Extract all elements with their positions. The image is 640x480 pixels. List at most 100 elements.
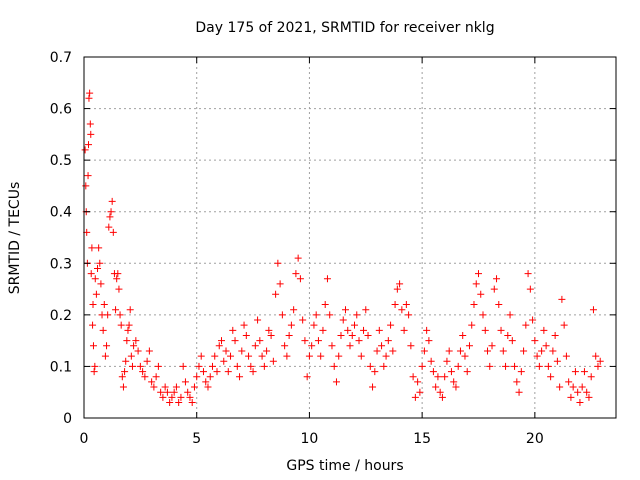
y-axis-label: SRMTID / TECUs xyxy=(7,182,23,295)
data-point xyxy=(193,373,201,381)
data-point xyxy=(366,362,374,370)
data-point xyxy=(312,311,320,319)
data-point xyxy=(522,321,530,329)
data-point xyxy=(384,337,392,345)
data-point xyxy=(184,388,192,396)
data-point xyxy=(91,275,99,283)
data-point xyxy=(556,383,564,391)
data-point xyxy=(190,383,198,391)
data-point xyxy=(84,172,92,180)
data-point xyxy=(208,362,216,370)
data-point xyxy=(222,347,230,355)
data-point xyxy=(549,347,557,355)
data-point xyxy=(472,280,480,288)
data-point xyxy=(136,362,144,370)
data-point xyxy=(101,352,109,360)
data-point xyxy=(218,337,226,345)
data-point xyxy=(323,275,331,283)
data-point xyxy=(310,321,318,329)
data-point xyxy=(526,285,534,293)
data-point xyxy=(105,223,113,231)
data-point xyxy=(362,306,370,314)
data-point xyxy=(594,362,602,370)
grid-lines xyxy=(84,57,616,418)
data-point xyxy=(154,362,162,370)
data-point xyxy=(587,373,595,381)
y-tick-labels: 0 0.1 0.2 0.3 0.4 0.5 0.6 0.7 xyxy=(50,50,72,427)
data-point xyxy=(186,393,194,401)
data-point xyxy=(513,378,521,386)
data-point xyxy=(529,316,537,324)
data-point xyxy=(290,306,298,314)
data-point xyxy=(497,326,505,334)
y-tick-label: 0.3 xyxy=(50,256,72,272)
data-point xyxy=(85,94,93,102)
chart-title: Day 175 of 2021, SRMTID for receiver nkl… xyxy=(195,20,494,36)
data-point xyxy=(414,378,422,386)
data-point xyxy=(92,290,100,298)
data-point xyxy=(524,270,532,278)
data-point xyxy=(119,383,127,391)
data-point xyxy=(202,378,210,386)
y-tick-label: 0.6 xyxy=(50,102,72,118)
data-point xyxy=(479,311,487,319)
x-tick-label: 15 xyxy=(413,431,431,447)
data-point xyxy=(276,280,284,288)
data-point xyxy=(576,399,584,407)
data-point xyxy=(544,362,552,370)
x-tick-label: 0 xyxy=(80,431,89,447)
data-point xyxy=(115,285,123,293)
data-point xyxy=(558,295,566,303)
x-tick-labels: 0 5 10 15 20 xyxy=(80,431,544,447)
data-point xyxy=(305,352,313,360)
data-point xyxy=(172,383,180,391)
data-point xyxy=(328,342,336,350)
data-point xyxy=(585,393,593,401)
data-point xyxy=(166,399,174,407)
data-point xyxy=(113,275,121,283)
data-point xyxy=(96,259,104,267)
data-point xyxy=(481,326,489,334)
data-point xyxy=(335,352,343,360)
data-point xyxy=(314,337,322,345)
data-point xyxy=(224,368,232,376)
data-point xyxy=(443,357,451,365)
x-tick-label: 20 xyxy=(526,431,544,447)
data-point xyxy=(116,311,124,319)
data-point xyxy=(553,357,561,365)
data-point xyxy=(319,326,327,334)
data-point xyxy=(420,347,428,355)
data-point xyxy=(89,321,97,329)
data-point xyxy=(571,368,579,376)
data-point xyxy=(88,244,96,252)
data-point xyxy=(168,393,176,401)
data-point xyxy=(108,197,116,205)
data-point xyxy=(330,362,338,370)
data-point xyxy=(251,342,259,350)
data-point xyxy=(463,368,471,376)
data-point xyxy=(179,362,187,370)
data-point xyxy=(567,393,575,401)
data-point xyxy=(538,347,546,355)
data-point xyxy=(589,306,597,314)
x-axis-label: GPS time / hours xyxy=(286,458,403,474)
data-point xyxy=(504,331,512,339)
data-point xyxy=(296,275,304,283)
data-point xyxy=(416,388,424,396)
data-point xyxy=(247,362,255,370)
data-point xyxy=(499,347,507,355)
data-point xyxy=(578,383,586,391)
data-point xyxy=(89,342,97,350)
data-point xyxy=(148,378,156,386)
data-point xyxy=(159,393,167,401)
data-point xyxy=(515,388,523,396)
data-point xyxy=(389,347,397,355)
data-point xyxy=(468,321,476,329)
data-point xyxy=(346,342,354,350)
data-point xyxy=(429,368,437,376)
data-point xyxy=(175,399,183,407)
data-point xyxy=(502,362,510,370)
data-point xyxy=(245,352,253,360)
data-point xyxy=(220,357,228,365)
